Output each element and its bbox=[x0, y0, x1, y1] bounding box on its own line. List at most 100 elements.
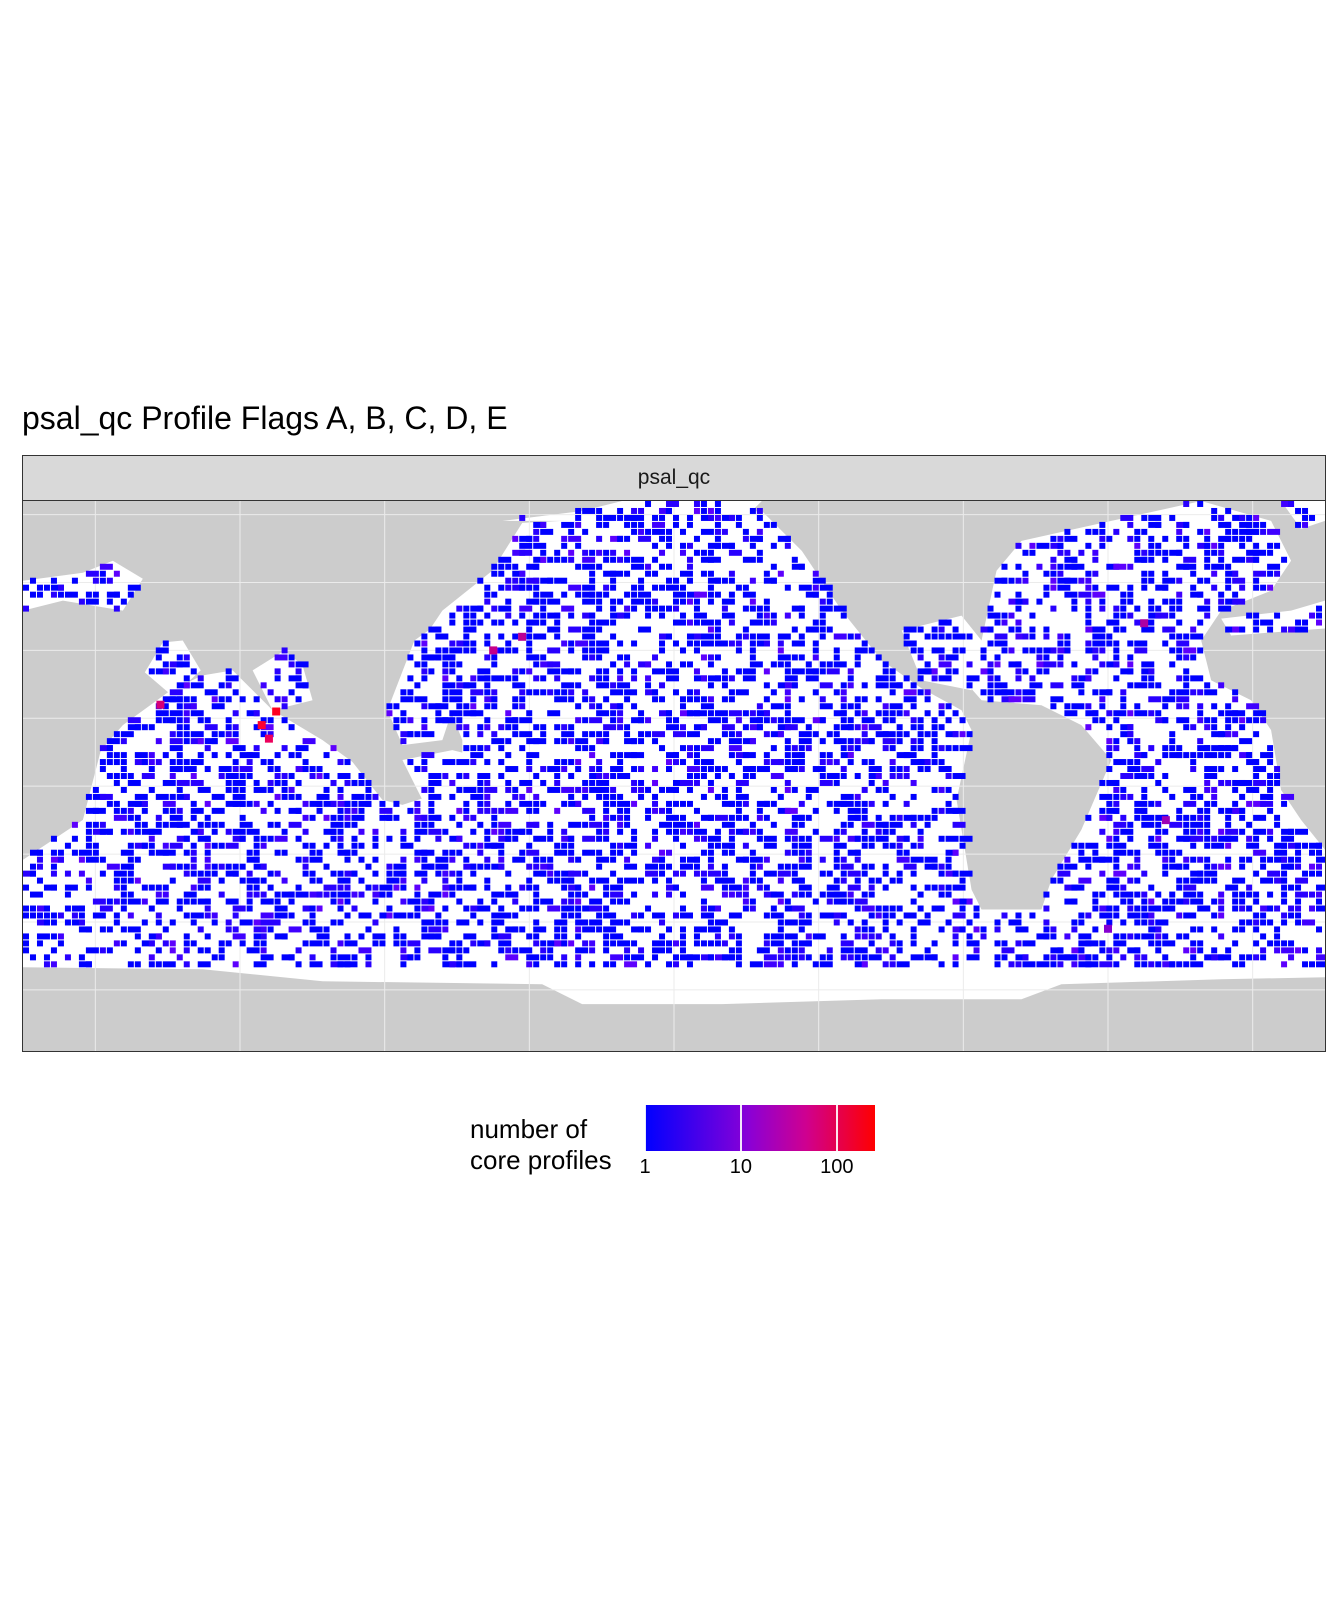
profile-cell bbox=[714, 626, 721, 633]
profile-cell bbox=[1190, 626, 1197, 633]
profile-cell bbox=[477, 668, 491, 675]
profile-cell bbox=[1015, 675, 1022, 682]
profile-cell bbox=[1127, 863, 1134, 870]
profile-cell bbox=[99, 821, 106, 828]
profile-cell bbox=[707, 710, 714, 717]
profile-cell bbox=[1218, 898, 1225, 905]
profile-cell bbox=[330, 961, 344, 968]
profile-cell bbox=[763, 731, 770, 738]
profile-cell bbox=[798, 926, 805, 933]
profile-cell bbox=[1057, 633, 1064, 640]
profile-cell bbox=[707, 598, 714, 605]
profile-cell bbox=[728, 828, 735, 835]
profile-cell bbox=[861, 961, 868, 968]
profile-cell bbox=[1092, 591, 1106, 598]
profile-cell bbox=[253, 863, 267, 870]
profile-cell bbox=[309, 961, 323, 968]
profile-cell bbox=[756, 814, 763, 821]
profile-cell bbox=[554, 842, 561, 849]
profile-cell bbox=[805, 668, 819, 675]
profile-cell bbox=[1015, 619, 1022, 626]
profile-cell bbox=[1085, 584, 1092, 591]
profile-cell bbox=[749, 821, 756, 828]
profile-cell bbox=[931, 626, 938, 633]
profile-cell bbox=[414, 912, 421, 919]
profile-cell bbox=[547, 856, 554, 863]
profile-cell bbox=[1218, 779, 1225, 786]
profile-cell bbox=[512, 549, 526, 556]
profile-cell bbox=[1232, 891, 1239, 898]
profile-cell bbox=[442, 954, 449, 961]
profile-cell bbox=[875, 814, 882, 821]
profile-cell bbox=[603, 884, 610, 891]
profile-cell bbox=[1078, 842, 1085, 849]
profile-cell bbox=[484, 793, 491, 800]
profile-cell bbox=[728, 738, 742, 745]
profile-cell bbox=[456, 940, 463, 947]
profile-cell bbox=[372, 884, 379, 891]
profile-cell bbox=[428, 821, 435, 828]
profile-cell bbox=[1225, 947, 1232, 954]
profile-cell bbox=[784, 535, 791, 542]
profile-cell bbox=[735, 856, 749, 863]
profile-cell bbox=[826, 591, 833, 598]
profile-cell bbox=[847, 919, 854, 926]
profile-cell bbox=[1253, 912, 1260, 919]
profile-cell bbox=[1197, 793, 1204, 800]
profile-cell bbox=[428, 807, 435, 814]
profile-cell bbox=[728, 891, 735, 898]
profile-cell bbox=[519, 689, 526, 696]
profile-cell bbox=[610, 661, 617, 668]
profile-cell bbox=[519, 668, 526, 675]
profile-cell bbox=[603, 947, 610, 954]
profile-cell bbox=[903, 731, 910, 738]
profile-cell bbox=[819, 856, 826, 863]
profile-cell bbox=[288, 724, 295, 731]
profile-cell bbox=[1211, 912, 1218, 919]
profile-cell bbox=[575, 898, 582, 905]
profile-cell bbox=[575, 759, 582, 766]
profile-cell bbox=[798, 947, 805, 954]
profile-cell bbox=[910, 738, 917, 745]
profile-cell bbox=[470, 703, 477, 710]
profile-cell bbox=[889, 954, 896, 961]
profile-cell bbox=[1050, 954, 1057, 961]
profile-cell bbox=[1071, 661, 1078, 668]
profile-cell bbox=[456, 954, 463, 961]
profile-cell bbox=[190, 842, 197, 849]
profile-cell bbox=[791, 745, 798, 752]
profile-cell bbox=[763, 933, 770, 940]
profile-cell bbox=[533, 542, 547, 549]
profile-cell bbox=[721, 870, 728, 877]
profile-cell bbox=[840, 821, 847, 828]
profile-cell bbox=[190, 703, 197, 710]
profile-cell bbox=[854, 724, 861, 731]
profile-cell bbox=[924, 884, 931, 891]
profile-cell bbox=[148, 668, 155, 675]
profile-cell bbox=[624, 724, 631, 731]
profile-cell bbox=[253, 919, 267, 926]
profile-cell bbox=[540, 661, 554, 668]
profile-cell bbox=[617, 898, 624, 905]
profile-cell bbox=[805, 724, 812, 731]
profile-cell bbox=[721, 800, 735, 807]
profile-cell bbox=[1260, 877, 1274, 884]
profile-cell bbox=[1204, 766, 1218, 773]
profile-cell bbox=[1148, 570, 1155, 577]
profile-cell bbox=[113, 877, 120, 884]
profile-cell bbox=[470, 786, 477, 793]
profile-cell bbox=[1134, 745, 1141, 752]
profile-cell bbox=[78, 856, 85, 863]
profile-cell bbox=[728, 514, 735, 521]
profile-cell bbox=[344, 940, 358, 947]
profile-cell bbox=[1190, 877, 1204, 884]
profile-cell bbox=[945, 800, 952, 807]
profile-cell bbox=[561, 800, 568, 807]
profile-cell bbox=[169, 919, 176, 926]
profile-cell bbox=[882, 905, 889, 912]
profile-cell bbox=[575, 563, 582, 570]
profile-cell bbox=[666, 752, 679, 759]
profile-cell bbox=[288, 773, 295, 779]
profile-cell bbox=[85, 570, 99, 577]
profile-cell bbox=[253, 842, 260, 849]
